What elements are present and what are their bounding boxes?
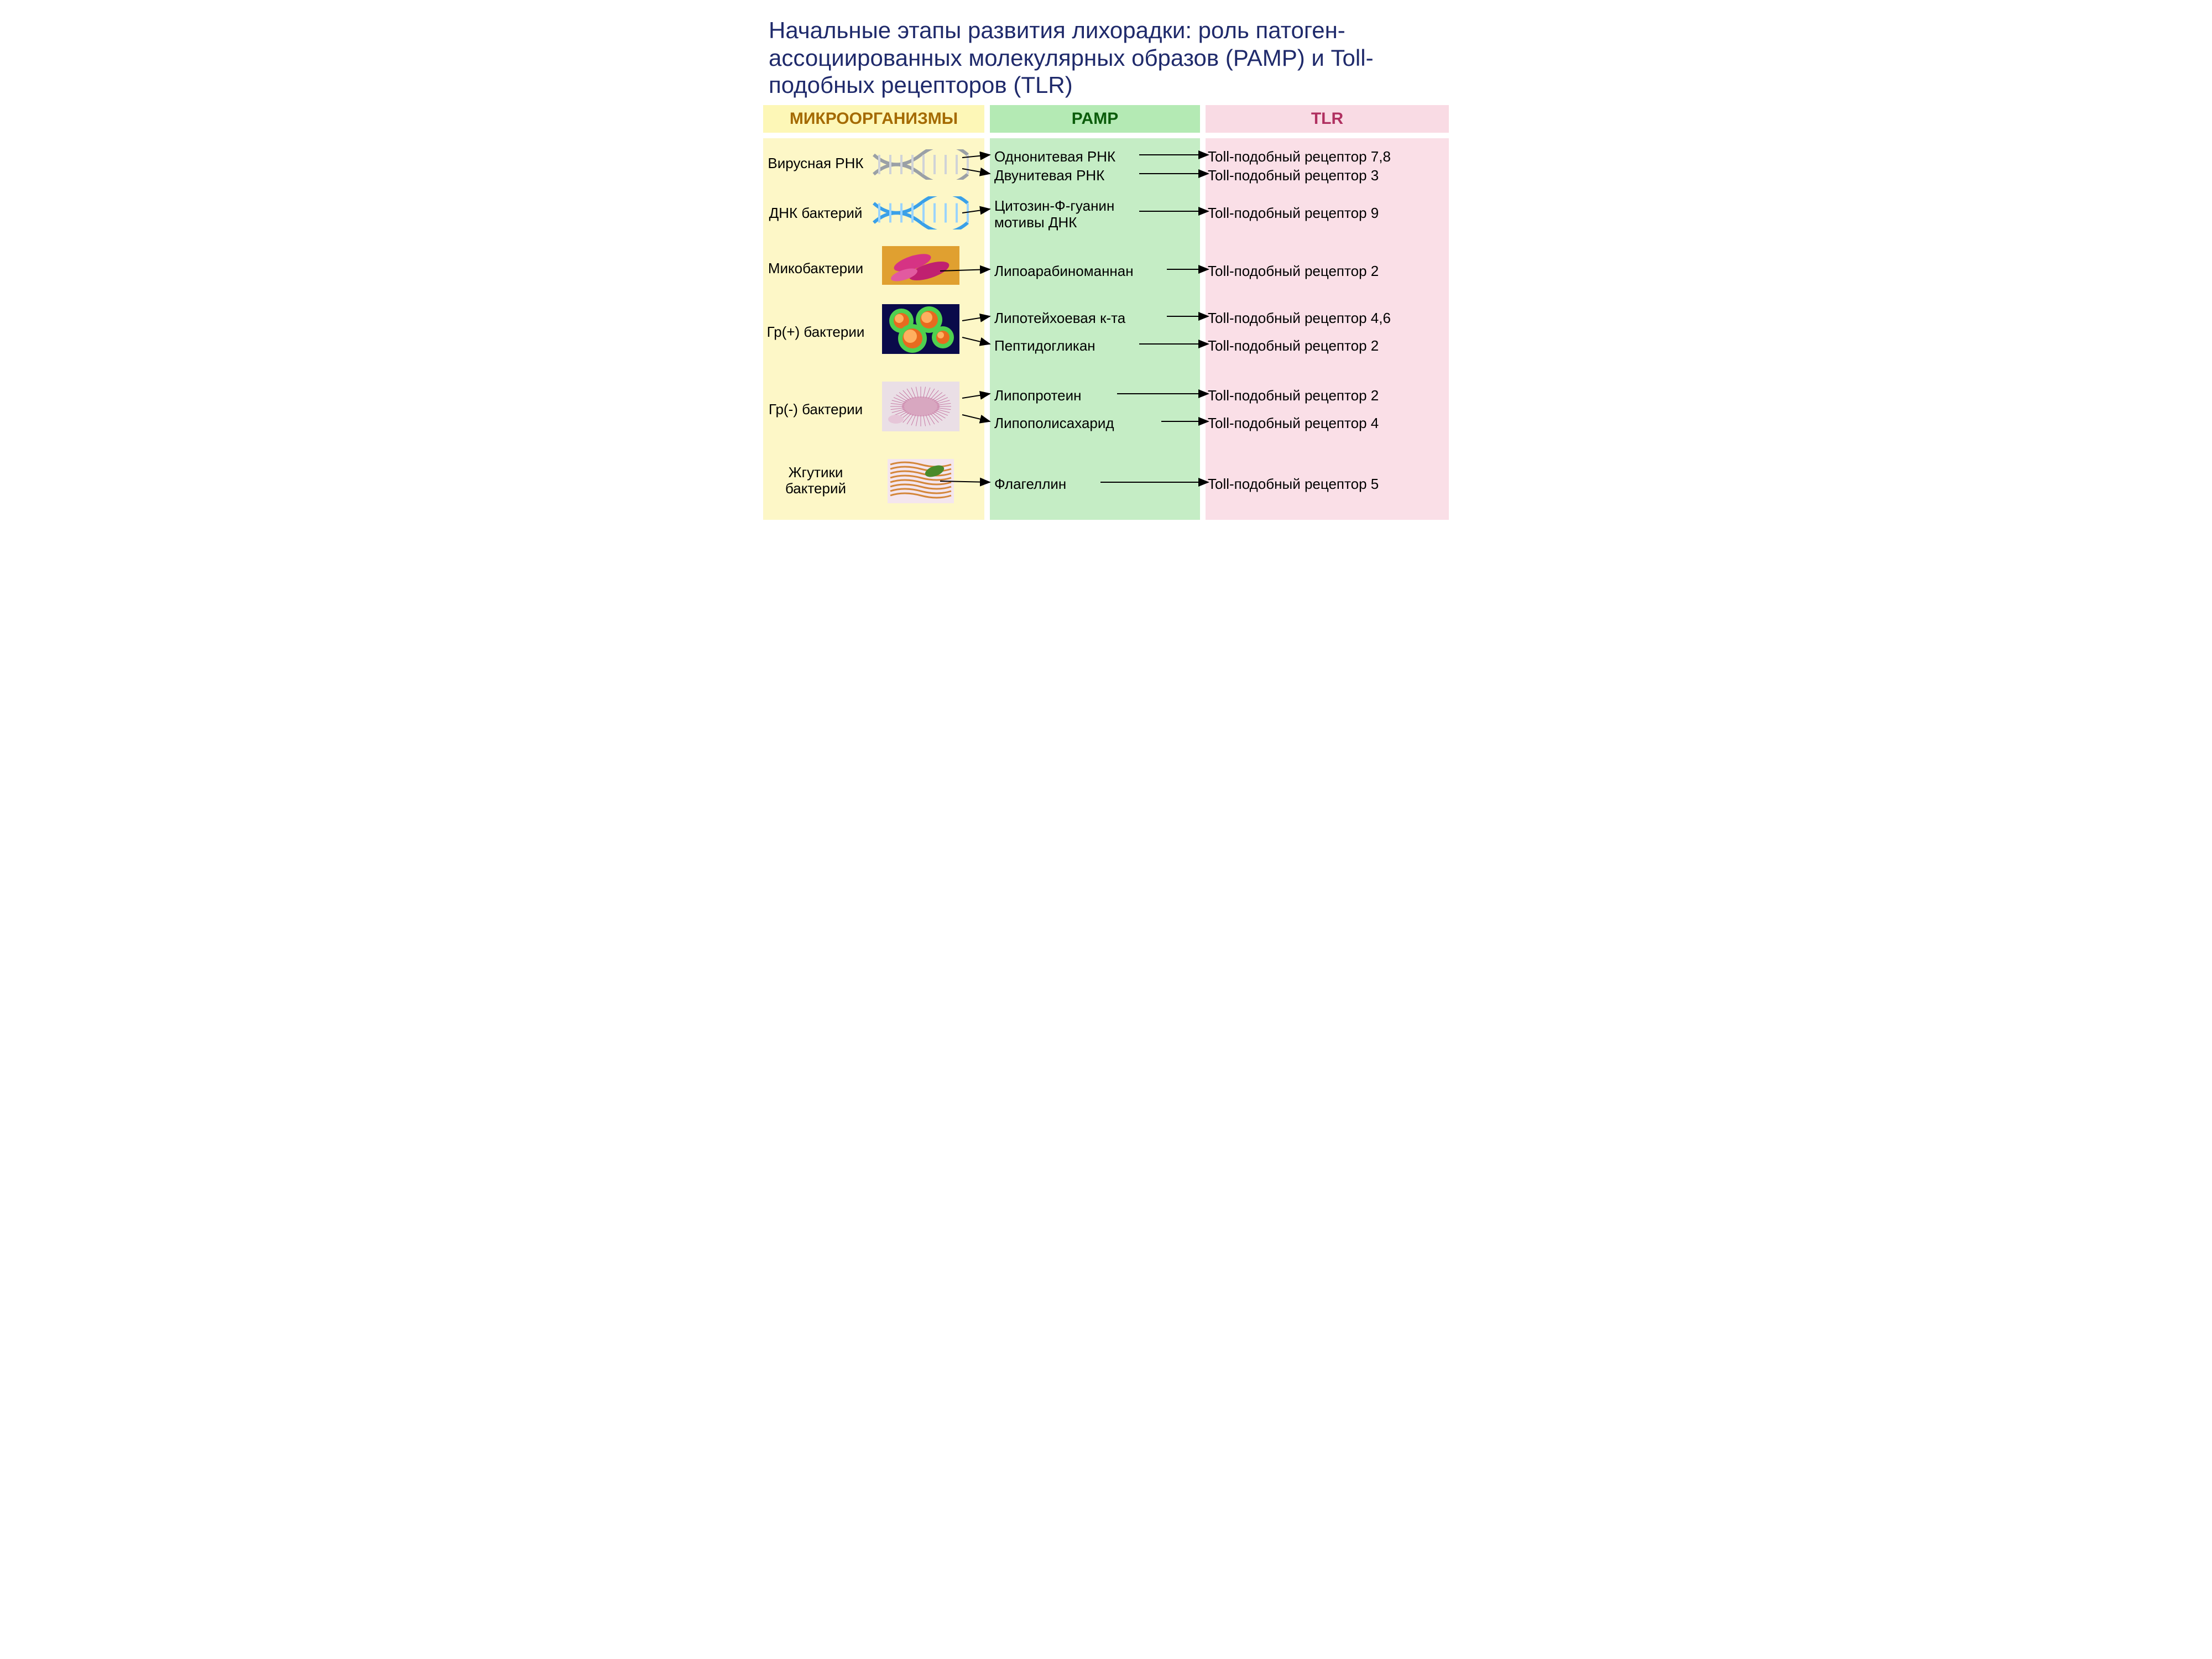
col-body-tlr: Toll-подобный рецептор 7,8 Toll-подобный …: [1206, 138, 1449, 520]
pamp-text-3-0: Липотейхоевая к-та: [990, 310, 1200, 327]
col-header-tlr: TLR: [1206, 105, 1449, 133]
col-body-micro: Вирусная РНК ДНК бактерий Микобактерии Гр(+…: [763, 138, 984, 520]
pamp-text-2-0: Липоарабиноманнан: [990, 263, 1200, 280]
pamp-text-3-1: Пептидогликан: [990, 337, 1200, 354]
tlr-text-3-1: Toll-подобный рецептор 2: [1206, 337, 1449, 354]
micro-label-4: Гр(-) бактерии: [763, 401, 868, 418]
tlr-text-3-0: Toll-подобный рецептор 4,6: [1206, 310, 1449, 327]
col-header-pamp: PAMP: [990, 105, 1200, 133]
slide: Начальные этапы развития лихорадки: роль…: [752, 0, 1460, 531]
micro-image-0: [871, 149, 971, 180]
pamp-text-0-0: Однонитевая РНК: [990, 148, 1200, 165]
micro-image-5: [871, 459, 971, 503]
col-header-tlr-label: TLR: [1311, 109, 1343, 128]
pamp-text-4-1: Липополисахарид: [990, 415, 1200, 432]
pamp-text-4-0: Липопротеин: [990, 387, 1200, 404]
pamp-text-1-0: Цитозин-Ф-гуанин мотивы ДНК: [990, 198, 1142, 231]
micro-image-3: [871, 304, 971, 354]
micro-label-0: Вирусная РНК: [763, 155, 868, 172]
micro-label-2: Микобактерии: [763, 260, 868, 277]
micro-image-4: [871, 382, 971, 431]
pamp-text-5-0: Флагеллин: [990, 476, 1200, 493]
micro-image-1: [871, 196, 971, 229]
tlr-text-4-0: Toll-подобный рецептор 2: [1206, 387, 1449, 404]
tlr-text-0-1: Toll-подобный рецептор 3: [1206, 167, 1449, 184]
tlr-text-1-0: Toll-подобный рецептор 9: [1206, 205, 1449, 222]
tlr-text-5-0: Toll-подобный рецептор 5: [1206, 476, 1449, 493]
micro-label-5: Жгутики бактерий: [763, 465, 868, 496]
tlr-text-0-0: Toll-подобный рецептор 7,8: [1206, 148, 1449, 165]
page-title: Начальные этапы развития лихорадки: роль…: [769, 17, 1449, 99]
col-body-pamp: Однонитевая РНК Двунитевая РНК Цитозин-Ф-г…: [990, 138, 1200, 520]
micro-image-2: [871, 246, 971, 285]
col-header-micro: МИКРООРГАНИЗМЫ: [763, 105, 984, 133]
micro-label-1: ДНК бактерий: [763, 205, 868, 222]
tlr-text-4-1: Toll-подобный рецептор 4: [1206, 415, 1449, 432]
pamp-text-0-1: Двунитевая РНК: [990, 167, 1200, 184]
micro-label-3: Гр(+) бактерии: [763, 324, 868, 341]
tlr-text-2-0: Toll-подобный рецептор 2: [1206, 263, 1449, 280]
col-header-micro-label: МИКРООРГАНИЗМЫ: [790, 109, 958, 128]
col-header-pamp-label: PAMP: [1072, 109, 1118, 128]
